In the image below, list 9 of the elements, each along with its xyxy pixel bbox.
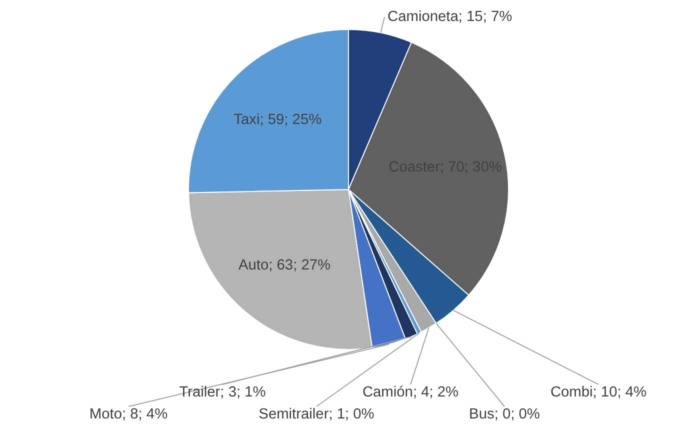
category-label: Bus; 0; 0% [469,406,540,422]
slice-label: Moto; 8; 4% [89,406,168,422]
slice-label: Combi; 10; 4% [550,384,647,400]
slice-label: Semitrailer; 1; 0% [258,406,374,422]
slice-label: Taxi; 59; 25% [234,112,322,128]
slice-label: Camioneta; 15; 7% [387,9,512,26]
slice-label: Camión; 4; 2% [362,384,459,400]
slice-label: Trailer; 3; 1% [179,384,266,400]
slice-label: Auto; 63; 27% [238,257,331,274]
